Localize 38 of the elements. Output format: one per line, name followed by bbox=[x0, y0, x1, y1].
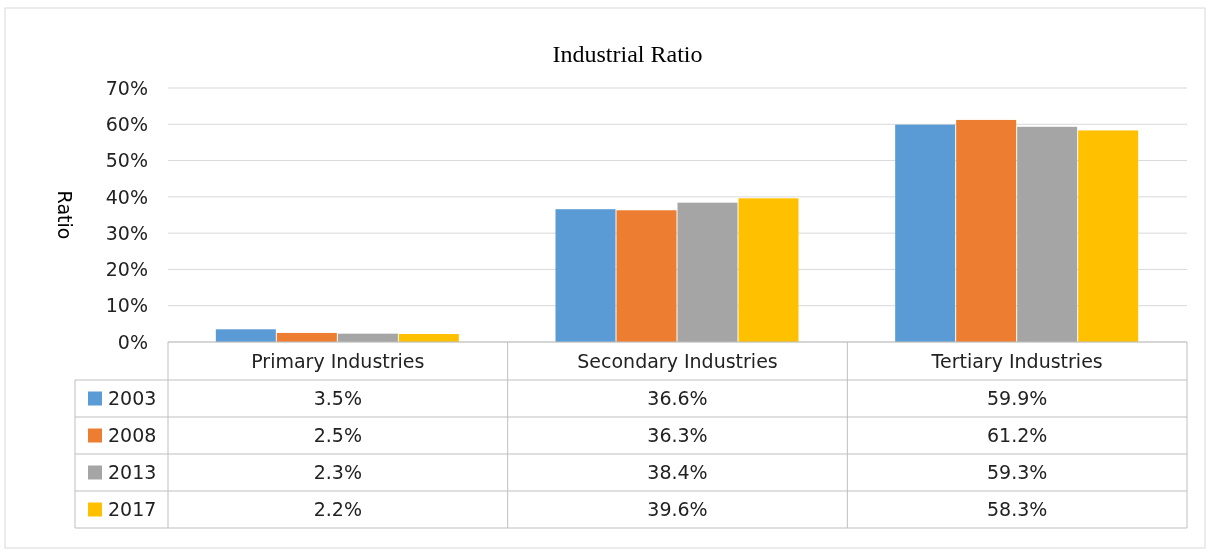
bar bbox=[677, 202, 738, 342]
y-tick-label: 20% bbox=[105, 258, 148, 281]
bar bbox=[895, 124, 956, 342]
legend-label: 2008 bbox=[108, 424, 157, 447]
y-tick-label: 10% bbox=[105, 294, 148, 317]
data-label: 59.9% bbox=[986, 387, 1048, 410]
bar bbox=[555, 209, 616, 342]
y-axis-title: Ratio bbox=[54, 190, 76, 240]
legend-label: 2003 bbox=[108, 387, 157, 410]
y-tick-label: 50% bbox=[105, 149, 148, 172]
chart-title: Industrial Ratio bbox=[552, 41, 703, 67]
data-label: 38.4% bbox=[647, 461, 708, 484]
data-label: 3.5% bbox=[313, 387, 362, 410]
bar bbox=[738, 198, 799, 342]
y-tick-label: 40% bbox=[105, 185, 148, 208]
data-label: 61.2% bbox=[986, 424, 1048, 447]
y-tick-label: 70% bbox=[105, 76, 148, 99]
data-label: 59.3% bbox=[986, 461, 1048, 484]
data-label: 36.6% bbox=[647, 387, 708, 410]
bar bbox=[1017, 126, 1078, 342]
bar bbox=[956, 119, 1017, 342]
y-tick-label: 30% bbox=[105, 221, 148, 244]
x-tick-label: Tertiary Industries bbox=[930, 349, 1103, 372]
data-label: 2.3% bbox=[313, 461, 362, 484]
data-label: 2.2% bbox=[313, 498, 362, 521]
bar bbox=[215, 329, 276, 342]
x-tick-label: Secondary Industries bbox=[577, 349, 778, 372]
x-tick-label: Primary Industries bbox=[251, 349, 425, 372]
data-label: 39.6% bbox=[647, 498, 708, 521]
data-label: 2.5% bbox=[313, 424, 362, 447]
bar bbox=[616, 210, 677, 342]
y-tick-label: 60% bbox=[105, 112, 148, 135]
legend-label: 2017 bbox=[108, 498, 157, 521]
bar bbox=[1078, 130, 1139, 342]
legend-label: 2013 bbox=[108, 461, 157, 484]
data-label: 36.3% bbox=[647, 424, 708, 447]
data-label: 58.3% bbox=[986, 498, 1048, 521]
y-tick-label: 0% bbox=[117, 330, 148, 353]
